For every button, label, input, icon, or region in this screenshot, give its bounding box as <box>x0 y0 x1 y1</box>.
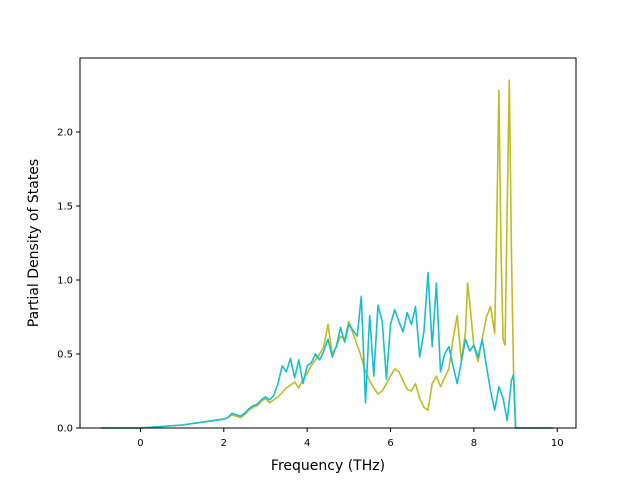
x-tick-label: 10 <box>551 438 564 449</box>
plot-frame <box>79 57 577 429</box>
x-tick-label: 6 <box>387 438 393 449</box>
y-tick-label: 0.5 <box>57 350 73 361</box>
y-tick-label: 1.5 <box>57 202 73 213</box>
x-tick-label: 2 <box>221 438 227 449</box>
y-tick-label: 0.0 <box>57 424 73 435</box>
series-line-2 <box>100 271 554 429</box>
y-tick-label: 2.0 <box>57 128 73 139</box>
x-tick-label: 0 <box>137 438 143 449</box>
y-tick-label: 1.0 <box>57 276 73 287</box>
x-axis-ticks: 0 2 4 6 8 10 <box>137 428 564 449</box>
x-tick-label: 4 <box>304 438 310 449</box>
series-layer <box>100 79 554 429</box>
plot-area <box>80 58 576 428</box>
x-axis-label: Frequency (THz) <box>271 458 385 474</box>
y-axis-ticks: 0.0 0.5 1.0 1.5 2.0 <box>57 128 80 435</box>
y-axis-label: Partial Density of States <box>26 159 42 327</box>
x-tick-label: 8 <box>471 438 477 449</box>
series-line-1 <box>100 79 554 429</box>
